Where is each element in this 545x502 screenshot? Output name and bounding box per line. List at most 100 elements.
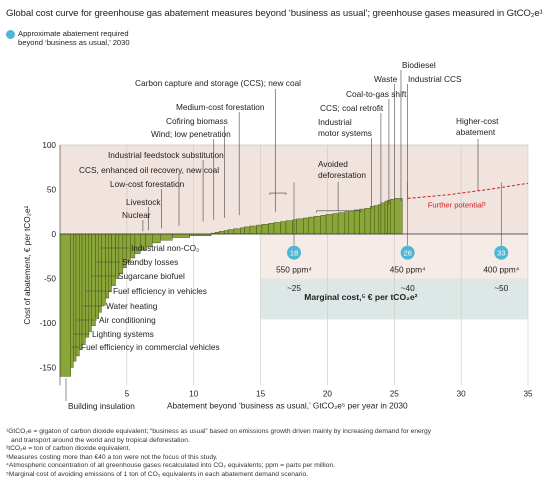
- x-axis-label: Abatement beyond ‘business as usual,’ Gt…: [167, 400, 408, 410]
- y-tick-label: 0: [51, 230, 56, 239]
- x-tick-label: 10: [189, 389, 199, 398]
- abatement-bar: [268, 223, 275, 235]
- abatement-bar: [308, 216, 315, 235]
- annotation-label: Industrial CCS: [408, 74, 462, 84]
- scenario-cost: ~25: [287, 283, 301, 293]
- abatement-bar: [224, 230, 229, 235]
- abatement-bar: [85, 233, 89, 338]
- abatement-bar: [303, 217, 309, 235]
- abatement-bar: [384, 200, 388, 235]
- abatement-bar: [70, 233, 74, 368]
- x-tick-label: 35: [523, 389, 533, 398]
- annotation-label: Industrial feedstock substitution: [108, 150, 224, 160]
- annotation-label: Medium-cost forestation: [176, 102, 265, 112]
- abatement-bar: [364, 207, 371, 235]
- abatement-bar: [296, 218, 304, 235]
- abatement-bar: [261, 223, 269, 235]
- scenario-marker-value: 18: [290, 249, 298, 258]
- annotation-bracket: [316, 210, 362, 213]
- abatement-bar: [374, 205, 379, 235]
- annotation-label: Low-cost forestation: [110, 179, 185, 189]
- abatement-bar: [91, 233, 96, 326]
- footnote: ¹GtCO₂e = gigaton of carbon dioxide equi…: [6, 428, 432, 435]
- footnote: ³Measures costing more than €40 a ton we…: [6, 453, 218, 461]
- y-tick-label: 50: [47, 186, 57, 195]
- annotation-label: Building insulation: [68, 401, 135, 411]
- abatement-bar: [280, 221, 287, 235]
- abatement-bar: [160, 233, 173, 241]
- abatement-bar: [344, 211, 350, 235]
- footnote: ⁵Marginal cost of avoiding emissions of …: [6, 470, 309, 478]
- abatement-bar: [313, 215, 321, 235]
- annotation-label: Nuclear: [122, 210, 151, 220]
- abatement-bar: [75, 233, 80, 357]
- annotation-label: motor systems: [318, 128, 372, 138]
- annotation-label: Cofiring biomass: [166, 116, 228, 126]
- abatement-bar: [369, 206, 375, 235]
- footnote: and transport around the world and by tr…: [11, 436, 190, 444]
- abatement-bar: [118, 233, 124, 274]
- annotation-label: Industrial: [318, 117, 352, 127]
- y-tick-label: -100: [40, 319, 57, 328]
- scenario-markers: 18 550 ppm⁴ ~25 26 450 ppm⁴ ~40 33 400 ppm⁴ ~50 M…: [276, 182, 520, 302]
- abatement-bar: [353, 209, 360, 235]
- annotation-bracket: [269, 192, 287, 195]
- further-potential-curve: Further potential³: [407, 182, 529, 209]
- abatement-bar: [98, 233, 102, 313]
- abatement-bar: [249, 225, 257, 235]
- abatement-bar: [108, 233, 112, 293]
- footnotes: ¹GtCO₂e = gigaton of carbon dioxide equi…: [6, 428, 541, 480]
- annotation-label: Carbon capture and storage (CCS); new co…: [135, 78, 301, 88]
- abatement-bar: [332, 213, 339, 235]
- abatement-bar: [218, 231, 225, 235]
- gridlines: [60, 144, 529, 386]
- y-tick-label: 100: [42, 141, 56, 150]
- annotation-label: Standby losses: [122, 257, 178, 267]
- axes: -150 -100 -50 0 50 100 5 10 15 20 25 30 35 Abatement …: [22, 141, 533, 410]
- abatement-bar: [228, 229, 235, 235]
- annotation-label: Biodiesel: [402, 60, 436, 70]
- annotation-label: deforestation: [318, 170, 366, 180]
- x-tick-label: 30: [457, 389, 467, 398]
- abatement-bar: [337, 212, 346, 235]
- legend-marker-icon: [6, 30, 15, 39]
- abatement-bar: [105, 233, 110, 299]
- abatement-bar: [325, 214, 334, 235]
- abatement-bar: [240, 227, 245, 235]
- y-tick-label: -150: [40, 364, 57, 373]
- annotation-label: Waste: [374, 74, 398, 84]
- y-axis-label: Cost of abatement, € per tCO₂e²: [22, 205, 32, 324]
- annotation-label: Coal-to-gas shift: [346, 89, 407, 99]
- legend: Approximate abatement required beyond ‘b…: [6, 29, 130, 47]
- abatement-bar: [81, 233, 86, 344]
- annotation-label: Fuel efficiency in commercial vehicles: [81, 342, 220, 352]
- abatement-bar: [88, 233, 92, 333]
- abatement-bar: [59, 233, 71, 377]
- legend-label-line-2: beyond ‘business as usual,’ 2030: [18, 38, 130, 47]
- annotation-label: Industrial non-CO₂: [131, 243, 199, 253]
- abatement-bar: [111, 233, 116, 286]
- annotation-label: Lighting systems: [92, 329, 154, 339]
- annotation-label: CCS, enhanced oil recovery, new coal: [79, 165, 219, 175]
- scenario-ppm: 550 ppm⁴: [276, 264, 312, 274]
- abatement-bar: [380, 202, 386, 235]
- annotations: Industrial non-CO₂ Standby losses Sugarcan…: [68, 60, 499, 411]
- abatement-bar: [152, 233, 161, 244]
- abatement-bar: [390, 199, 395, 235]
- x-tick-label: 15: [256, 389, 266, 398]
- x-tick-label: 20: [323, 389, 333, 398]
- cost-curve-chart: Further potential³ 18 550 ppm⁴ ~25 26 450 pp…: [22, 60, 533, 411]
- abatement-bar: [244, 226, 251, 235]
- abatement-bar: [172, 233, 190, 238]
- abatement-bar: [387, 199, 391, 235]
- abatement-bar: [233, 228, 241, 235]
- footnote: ⁴Atmospheric concentration of all greenh…: [6, 462, 336, 470]
- annotation-label: Wind; low penetration: [151, 129, 231, 139]
- abatement-bar: [79, 233, 83, 350]
- scenario-cost: ~40: [401, 283, 415, 293]
- marginal-cost-label: Marginal cost,⁵ € per tCO₂e²: [304, 292, 417, 302]
- abatement-bar: [101, 233, 106, 306]
- further-potential-label: Further potential³: [428, 200, 486, 209]
- scenario-marker: [287, 245, 301, 260]
- y-tick-label: -50: [44, 275, 56, 284]
